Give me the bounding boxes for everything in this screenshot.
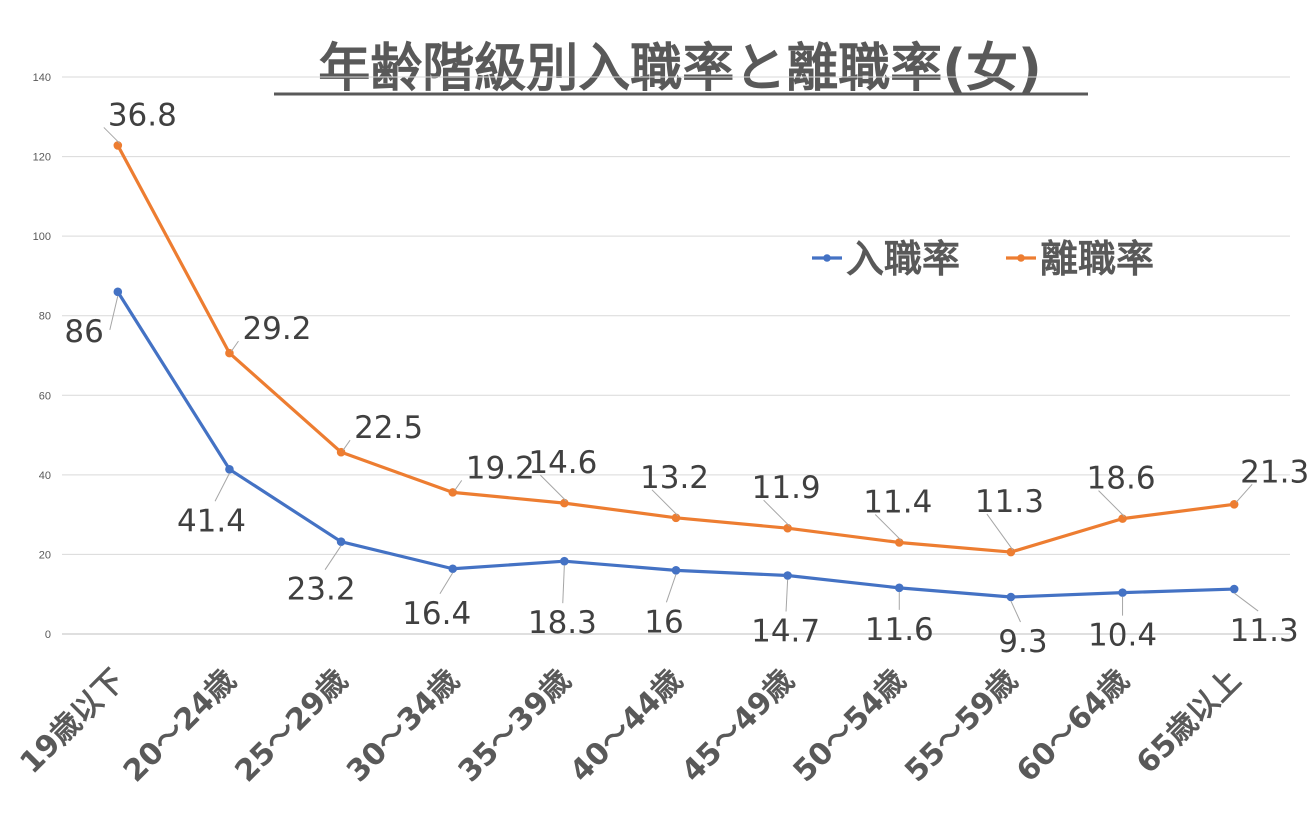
data-label: 22.5 (354, 410, 423, 446)
x-tick-label: 40～44歳 (563, 663, 689, 789)
y-tick-label: 120 (33, 152, 51, 164)
data-label: 11.4 (863, 484, 932, 520)
label-leader-line (785, 579, 789, 612)
x-tick-label: 60～64歳 (1010, 663, 1136, 789)
data-label: 23.2 (287, 572, 356, 608)
legend-swatch-marker (823, 254, 831, 262)
label-leader-line (103, 127, 121, 144)
x-tick-label: 25～29歳 (229, 663, 355, 789)
x-tick-label: 19歳以下 (14, 663, 132, 781)
data-point (113, 141, 123, 150)
label-leader-line (231, 340, 239, 352)
data-point (1006, 592, 1016, 602)
legend: 入職率 離職率 (812, 237, 1154, 281)
label-leader-line (874, 514, 902, 541)
data-point (113, 287, 123, 297)
data-label: 41.4 (177, 503, 246, 539)
data-point (225, 464, 234, 474)
data-label: 16 (644, 604, 683, 640)
data-point (894, 583, 904, 593)
data-point (560, 556, 569, 566)
data-label: 10.4 (1088, 618, 1157, 654)
data-label: 13.2 (640, 460, 709, 496)
data-label: 11.3 (975, 484, 1044, 520)
y-tick-label: 100 (33, 231, 51, 243)
data-point (560, 498, 569, 508)
label-leader-line (342, 439, 351, 451)
label-leader-line (439, 572, 454, 595)
data-label: 19.2 (466, 450, 535, 486)
x-tick-label: 20～24歳 (117, 663, 243, 789)
label-leader-line (1235, 483, 1253, 503)
y-tick-label: 20 (39, 549, 51, 561)
data-point (894, 538, 904, 547)
data-label: 14.6 (528, 445, 597, 481)
data-point (448, 488, 458, 497)
label-leader-line (454, 480, 463, 491)
data-label: 21.3 (1240, 454, 1309, 490)
label-leader-line (1098, 490, 1125, 517)
data-label: 11.9 (752, 470, 821, 506)
data-label: 86 (64, 314, 103, 350)
legend-label: 入職率 (846, 237, 960, 281)
y-tick-label: 40 (39, 470, 51, 482)
data-point (1229, 584, 1239, 594)
legend-swatch-marker (1017, 254, 1025, 262)
x-axis-category-labels: 19歳以下20～24歳25～29歳30～34歳35～39歳40～44歳45～49… (14, 663, 1248, 789)
data-point (671, 513, 681, 523)
x-tick-label: 35～39歳 (452, 663, 578, 789)
data-label: 9.3 (998, 624, 1047, 660)
data-point (225, 348, 234, 358)
label-leader-line (1233, 592, 1259, 612)
data-point (783, 523, 792, 533)
label-leader-line (324, 545, 342, 570)
data-point (1118, 514, 1127, 523)
x-tick-label: 65歳以上 (1130, 663, 1248, 781)
label-leader-line (986, 513, 1014, 551)
data-label: 11.3 (1230, 613, 1299, 649)
data-point (671, 566, 681, 575)
data-point (336, 447, 346, 457)
label-leader-line (763, 499, 790, 527)
data-point (1006, 547, 1016, 557)
data-labels: 86 41.4 23.2 16.4 18.3 16 14.7 11.6 9.3 10.4 11.3 3… (64, 97, 1309, 660)
label-leader-line (109, 295, 119, 330)
label-leader-line (651, 489, 679, 517)
legend-label: 離職率 (1040, 237, 1154, 281)
label-leader-line (665, 574, 677, 603)
y-tick-label: 80 (39, 311, 51, 323)
data-point (1118, 588, 1127, 597)
gridlines (62, 76, 1290, 635)
data-label: 14.7 (751, 614, 820, 650)
data-point (783, 571, 792, 580)
data-label: 11.6 (865, 612, 934, 648)
data-point (1229, 499, 1239, 509)
data-label: 18.3 (528, 605, 597, 641)
label-leader-line (562, 565, 565, 604)
data-label: 36.8 (108, 97, 177, 133)
y-tick-label: 140 (33, 72, 51, 84)
x-tick-label: 55～59歳 (898, 663, 1024, 789)
y-tick-label: 0 (45, 629, 51, 641)
x-tick-label: 45～49歳 (675, 663, 801, 789)
x-tick-label: 50～54歳 (787, 663, 913, 789)
y-axis-tick-labels: 0 20 40 60 80 100 120 140 (33, 72, 51, 641)
label-leader-line (1010, 600, 1021, 623)
series-layer (113, 141, 1239, 602)
label-leader-line (214, 473, 230, 502)
x-tick-label: 30～34歳 (340, 663, 466, 789)
data-point (448, 564, 458, 574)
label-leader-line (540, 474, 567, 502)
data-label: 29.2 (242, 311, 311, 347)
data-point (336, 537, 346, 546)
y-tick-label: 60 (39, 390, 51, 402)
data-label: 16.4 (402, 596, 471, 632)
chart-title: 年齢階級別入職率と離職率(女) (318, 39, 1042, 99)
data-label: 18.6 (1087, 461, 1156, 497)
